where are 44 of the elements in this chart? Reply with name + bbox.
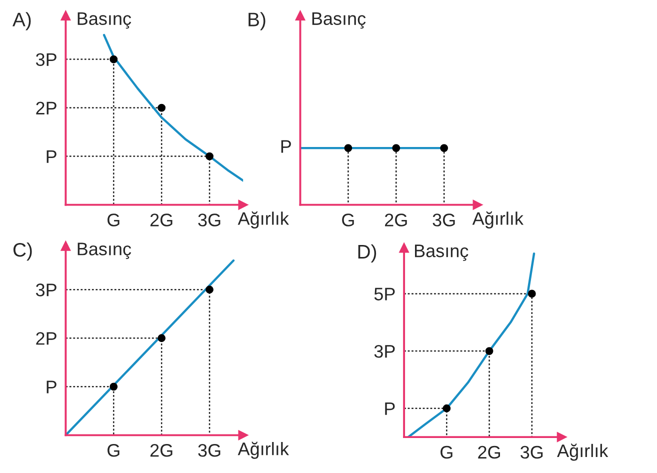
x-tick-label: 3G	[198, 214, 220, 226]
x-tick-label: 2G	[150, 214, 172, 226]
point	[110, 55, 118, 64]
x-tick-label: 3G	[198, 444, 220, 457]
y-tick-label: 3P	[374, 344, 395, 358]
chart-title: A)	[12, 12, 31, 30]
chart-title: B)	[248, 12, 266, 30]
y-tick-label: 3P	[36, 284, 56, 296]
x-axis-title: Ağırlık	[472, 211, 524, 228]
y-tick-label: 3P	[36, 53, 56, 66]
line-series	[102, 34, 244, 182]
point	[528, 290, 536, 298]
x-tick-label: 3G	[432, 214, 455, 226]
y-axis-title: Basınç	[414, 244, 468, 261]
x-tick-label: 2G	[150, 444, 172, 457]
x-tick-label: 2G	[478, 446, 500, 459]
point	[206, 152, 214, 160]
y-tick-label: 2P	[36, 332, 56, 345]
x-tick-label: G	[440, 446, 452, 459]
annotation: P	[281, 140, 291, 153]
y-axis-title: Basınç	[78, 12, 132, 29]
point	[158, 334, 166, 342]
y-tick-label: 5P	[374, 288, 395, 300]
x-axis-title: Ağırlık	[238, 211, 289, 228]
y-tick-label: P	[46, 150, 56, 163]
y-tick-label: 2P	[36, 102, 56, 114]
point	[485, 347, 494, 356]
x-axis-title: Ağırlık	[557, 444, 608, 461]
point	[158, 104, 166, 112]
point	[442, 404, 451, 412]
y-tick-label: P	[46, 380, 56, 394]
point	[206, 286, 214, 294]
x-tick-label: 3G	[520, 446, 543, 459]
x-tick-label: G	[342, 214, 354, 226]
y-axis-title: Basınç	[78, 242, 132, 260]
x-tick-label: 2G	[385, 214, 407, 226]
chart-title: C)	[13, 242, 32, 261]
x-tick-label: G	[108, 444, 120, 457]
y-tick-label: P	[385, 402, 395, 415]
chart-title: D)	[358, 244, 376, 262]
x-axis-title: Ağırlık	[238, 442, 289, 459]
y-axis-title: Basınç	[312, 12, 366, 29]
point	[110, 382, 118, 391]
x-tick-label: G	[108, 214, 120, 226]
